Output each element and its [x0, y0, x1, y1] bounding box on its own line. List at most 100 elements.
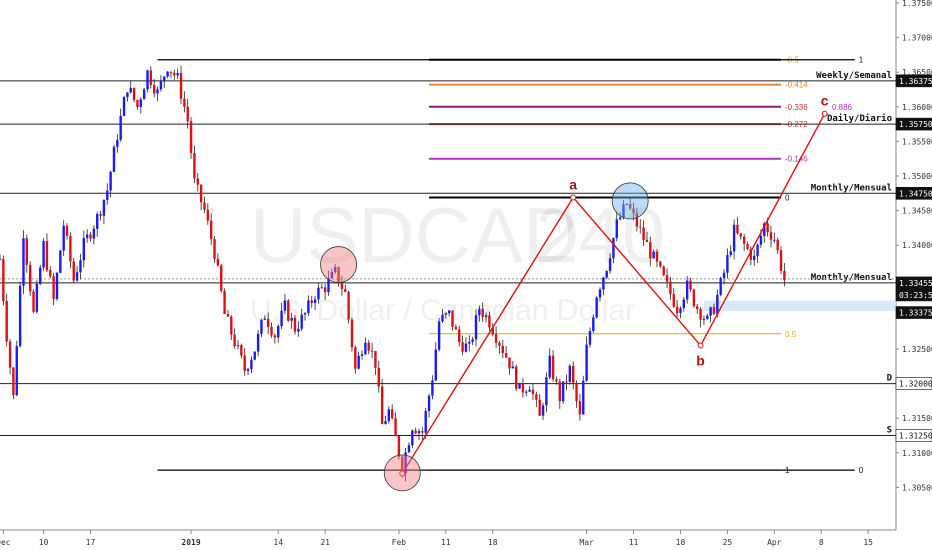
- candle-body: [203, 202, 206, 210]
- highlight-circles: [320, 182, 649, 492]
- x-tick-label: 21: [320, 538, 330, 547]
- candle-body: [132, 87, 136, 100]
- candle-body: [99, 213, 102, 216]
- candle-body: [380, 386, 384, 425]
- candle-body: [548, 355, 551, 378]
- countdown-tag-text: 03:23:52: [899, 291, 932, 300]
- y-tick-label: 1.31000: [902, 449, 932, 458]
- candle-body: [712, 307, 716, 315]
- candle-body: [233, 334, 236, 347]
- pattern-label-a: a: [569, 176, 577, 192]
- candle-body: [498, 342, 501, 346]
- candle-body: [250, 359, 253, 370]
- candle-body: [447, 310, 451, 314]
- price-tags: 1.36375 1.35750 1.34750 1.33455 1.32000 1.312…: [895, 74, 932, 442]
- candle-body: [122, 97, 126, 116]
- candle-body: [682, 299, 686, 309]
- candle-body: [0, 259, 2, 261]
- candle-body: [5, 300, 8, 342]
- candle-body: [411, 430, 414, 446]
- candle-body: [193, 153, 196, 179]
- candle-body: [612, 238, 615, 259]
- candle-body: [62, 225, 65, 251]
- candle-body: [732, 224, 736, 252]
- candle-body: [481, 308, 484, 318]
- harmonic-pattern: a b c 0.886: [399, 93, 853, 477]
- candle-body: [628, 203, 632, 209]
- candle-body: [310, 300, 313, 304]
- candle-body: [92, 228, 96, 239]
- candle-body: [545, 377, 548, 406]
- candle-body: [85, 234, 89, 239]
- candle-body: [518, 382, 521, 389]
- watermark: USDCAD 240 U.S. Dollar / Canadian Dollar: [250, 191, 665, 327]
- candlesticks: [0, 65, 786, 482]
- candle-body: [142, 89, 146, 100]
- candle-body: [173, 72, 176, 76]
- candle-body: [163, 76, 166, 81]
- x-tick-label: 2019: [181, 538, 200, 547]
- highlight-circle: [383, 454, 421, 492]
- candle-body: [2, 259, 5, 301]
- sr-label: D: [887, 374, 893, 384]
- candle-body: [273, 335, 277, 338]
- candle-body: [779, 250, 783, 271]
- candle-body: [535, 394, 538, 400]
- candle-body: [290, 317, 293, 321]
- candle-body: [146, 70, 149, 90]
- candle-body: [370, 350, 374, 352]
- pattern-point: [570, 194, 577, 201]
- candle-body: [521, 382, 525, 393]
- candle-body: [364, 342, 367, 355]
- candle-body: [726, 255, 729, 273]
- candle-body: [300, 314, 303, 329]
- candle-body: [595, 297, 598, 318]
- x-tick-label: Feb: [392, 538, 407, 547]
- candle-body: [12, 367, 15, 396]
- candle-body: [42, 241, 45, 268]
- candle-body: [437, 321, 441, 350]
- candle-body: [525, 391, 528, 393]
- candle-body: [199, 184, 203, 203]
- candle-body: [763, 223, 766, 236]
- candle-body: [401, 456, 404, 474]
- fib-label: 0.5: [785, 330, 797, 339]
- candle-body: [642, 227, 645, 240]
- candle-body: [424, 410, 427, 433]
- y-tick-label: 1.37000: [902, 34, 932, 43]
- sr-label: Monthly/Mensual: [811, 273, 892, 283]
- pattern-label-c: c: [821, 93, 829, 109]
- x-tick-label: Apr: [767, 538, 782, 547]
- candle-body: [390, 409, 394, 419]
- candle-body: [387, 409, 391, 422]
- candle-body: [347, 291, 350, 320]
- candle-body: [360, 354, 364, 356]
- candle-body: [555, 379, 558, 382]
- fib-bottom-label: 0: [859, 466, 864, 475]
- level-tag-text: 1.35750: [899, 120, 932, 129]
- horizontal-levels: Weekly/Semanal Daily/Diario Monthly/Mensua…: [0, 71, 896, 436]
- price-axis[interactable]: 1.37500 1.37000 1.36500 1.36000 1.35500 1.350…: [896, 0, 932, 492]
- candle-body: [367, 342, 370, 351]
- candle-body: [35, 283, 39, 312]
- candle-body: [59, 250, 62, 273]
- y-tick-label: 1.34500: [902, 207, 932, 216]
- candle-body: [538, 399, 541, 416]
- level-tag-box: [895, 429, 932, 442]
- candle-body: [458, 329, 461, 343]
- candle-body: [722, 272, 726, 279]
- countdown-tag-box: [895, 288, 932, 302]
- candle-body: [709, 307, 712, 316]
- candle-body: [729, 251, 732, 256]
- candle-body: [116, 139, 119, 147]
- candle-body: [109, 171, 112, 191]
- support-zone-box: [703, 300, 896, 311]
- candle-body: [313, 299, 317, 304]
- candle-body: [183, 98, 186, 107]
- candle-body: [649, 242, 652, 259]
- time-axis[interactable]: Dec 10 17 2019 14 21 Feb 11 18 Mar 11 18 25 Apr 8 15: [0, 530, 873, 547]
- y-tick-label: 1.35500: [902, 137, 932, 146]
- candle-body: [79, 260, 82, 273]
- candle-body: [169, 71, 173, 73]
